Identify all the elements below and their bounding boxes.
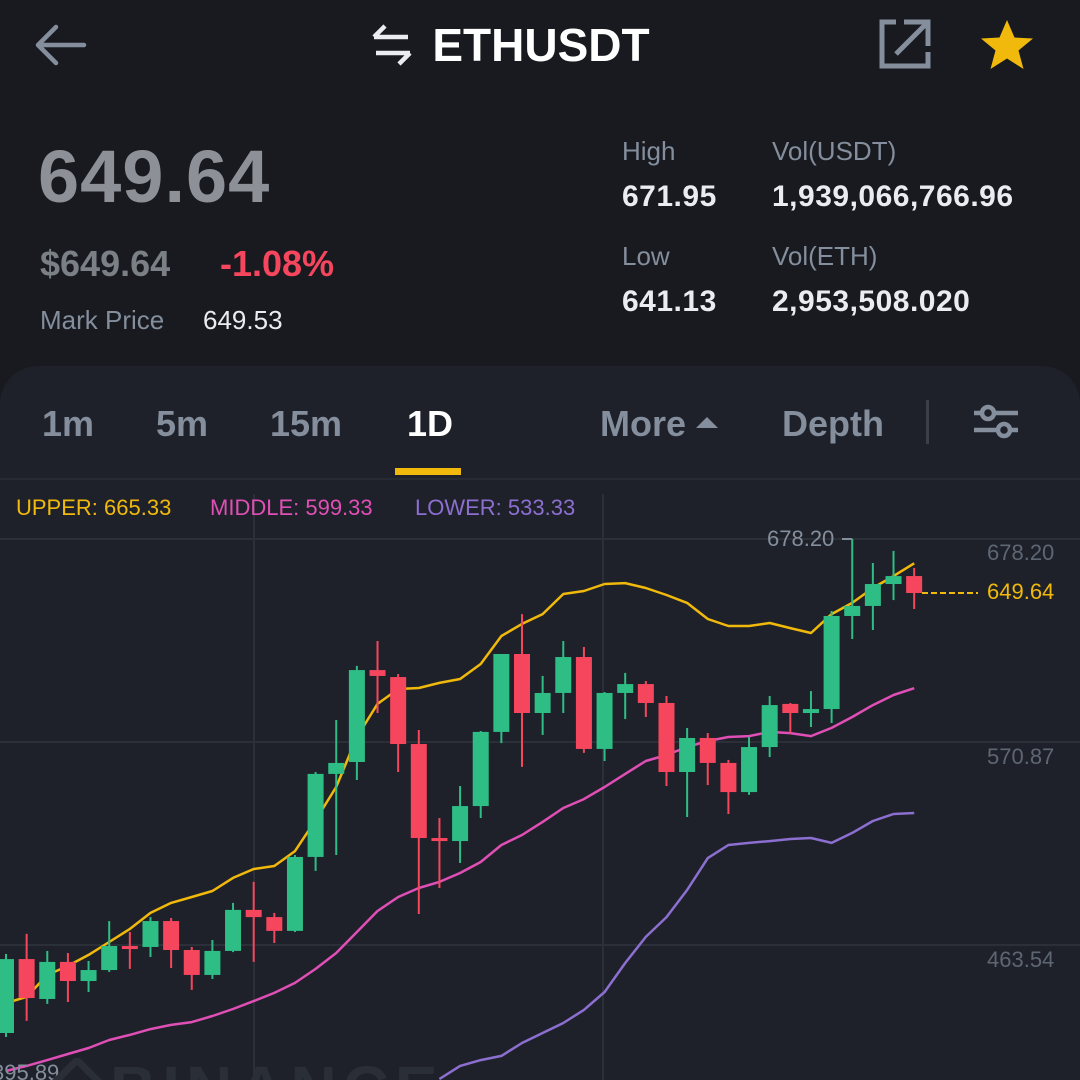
candle-down xyxy=(410,744,427,839)
candle-up xyxy=(328,762,345,774)
tab-1d[interactable]: 1D xyxy=(407,403,454,444)
candle-up xyxy=(348,670,365,762)
candle-up xyxy=(741,747,758,793)
candle-down xyxy=(720,762,737,793)
candle-down xyxy=(245,909,262,918)
low-label: Low xyxy=(622,241,670,271)
tab-divider xyxy=(926,400,929,444)
candle-up xyxy=(761,705,778,748)
y-tick-label: 463.54 xyxy=(987,947,1055,972)
vol-eth-label: Vol(ETH) xyxy=(772,241,878,271)
tab-more-label: More xyxy=(600,403,687,444)
high-label: High xyxy=(622,136,676,166)
y-tick-label: 678.20 xyxy=(987,540,1055,565)
candle-down xyxy=(514,653,530,714)
upper-band-line xyxy=(5,562,915,1005)
legend-lower: LOWER: 533.33 xyxy=(415,495,576,520)
candle-up xyxy=(493,653,510,732)
tab-more[interactable]: More xyxy=(600,403,719,445)
candle-up xyxy=(39,961,56,999)
candle-up xyxy=(802,709,819,714)
candle-up xyxy=(472,731,489,807)
candle-up xyxy=(534,692,551,714)
binance-logo-icon xyxy=(52,1058,102,1080)
candle-up xyxy=(286,856,303,931)
chart-panel xyxy=(0,366,1080,1080)
sliders-icon[interactable] xyxy=(972,404,1020,440)
candle-up xyxy=(307,773,324,857)
candle-up xyxy=(823,615,840,710)
candle-up xyxy=(452,806,469,842)
candle-up xyxy=(885,576,902,585)
candle-down xyxy=(390,677,407,745)
price-change-percent: -1.08% xyxy=(220,243,335,284)
lower-band-line xyxy=(438,811,915,1080)
candle-up xyxy=(864,584,881,606)
star-icon[interactable] xyxy=(978,18,1036,72)
candle-down xyxy=(658,702,675,773)
tab-depth[interactable]: Depth xyxy=(782,403,884,444)
vol-usdt-label: Vol(USDT) xyxy=(772,136,897,166)
vol-eth-value: 2,953,508.020 xyxy=(772,285,971,318)
active-tab-indicator xyxy=(395,468,461,475)
candlestick-chart[interactable] xyxy=(0,480,1080,1080)
max-price-marker: 678.20 xyxy=(767,526,835,551)
tab-5m[interactable]: 5m xyxy=(156,403,209,444)
candle-down xyxy=(906,576,923,594)
candles xyxy=(0,539,923,1037)
candle-down xyxy=(699,737,716,763)
candle-down xyxy=(637,684,654,703)
vol-usdt-value: 1,939,066,766.96 xyxy=(772,180,1014,213)
candle-down xyxy=(266,917,283,931)
candle-down xyxy=(59,961,76,982)
min-price-marker: 395.89 xyxy=(0,1060,60,1080)
grid-lines xyxy=(0,494,1080,1080)
markers xyxy=(842,538,978,595)
binance-watermark: BINANCE xyxy=(110,1052,444,1080)
candle-up xyxy=(844,605,861,616)
low-value: 641.13 xyxy=(622,285,717,318)
candle-down xyxy=(369,670,386,676)
candle-up xyxy=(596,692,613,749)
candle-down xyxy=(121,946,138,950)
title-bar: ETHUSDT xyxy=(0,18,1080,78)
candle-down xyxy=(163,921,180,950)
middle-band-line xyxy=(5,687,915,1073)
caret-up-icon xyxy=(696,417,719,428)
candle-up xyxy=(101,946,118,971)
legend-middle: MIDDLE: 599.33 xyxy=(210,495,373,520)
candle-up xyxy=(555,657,572,693)
candle-down xyxy=(782,703,799,714)
swap-arrows-icon[interactable] xyxy=(370,23,414,67)
candle-up xyxy=(204,950,221,975)
candle-down xyxy=(575,657,592,749)
high-value: 671.95 xyxy=(622,180,717,213)
mark-price-value: 649.53 xyxy=(203,305,283,335)
symbol-title[interactable]: ETHUSDT xyxy=(432,19,650,71)
tab-15m[interactable]: 15m xyxy=(270,403,343,444)
candle-up xyxy=(617,684,634,693)
candle-up xyxy=(679,737,696,773)
candle-up xyxy=(142,921,159,947)
tabs-separator xyxy=(0,478,1080,480)
tab-1m[interactable]: 1m xyxy=(42,403,95,444)
candle-down xyxy=(183,949,200,975)
candle-down xyxy=(18,959,35,999)
external-link-icon[interactable] xyxy=(878,18,932,70)
candle-down xyxy=(431,838,448,842)
usd-price: $649.64 xyxy=(40,243,171,284)
last-price-marker: 649.64 xyxy=(987,579,1055,604)
legend-upper: UPPER: 665.33 xyxy=(16,495,172,520)
back-arrow-icon[interactable] xyxy=(30,22,90,68)
y-tick-label: 570.87 xyxy=(987,744,1055,769)
mark-price-label: Mark Price xyxy=(40,305,165,335)
last-price: 649.64 xyxy=(38,135,271,218)
candle-up xyxy=(80,970,97,982)
candle-up xyxy=(0,959,14,1034)
candle-up xyxy=(225,909,242,951)
